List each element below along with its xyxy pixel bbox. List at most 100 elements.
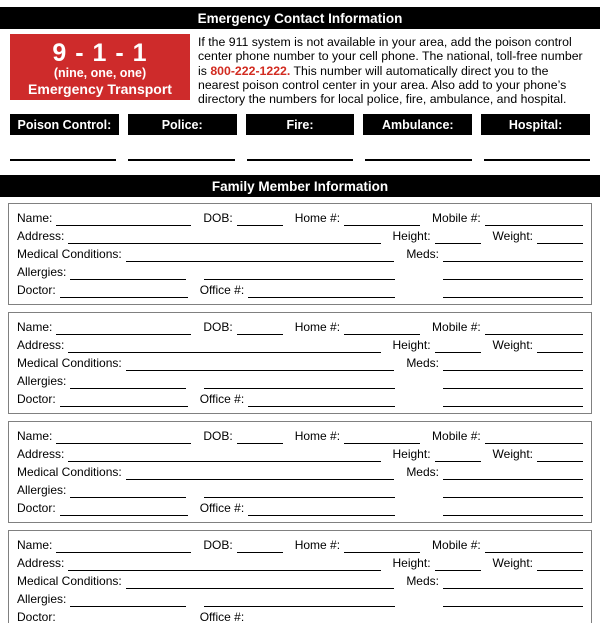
height-label: Height: bbox=[392, 447, 431, 462]
medical-conditions-label: Medical Conditions: bbox=[17, 574, 122, 589]
911-number: 9 - 1 - 1 bbox=[52, 39, 148, 67]
medical-conditions-blank-line bbox=[125, 576, 395, 590]
office-phone-label: Office #: bbox=[199, 283, 245, 298]
allergies-extra-blank-line bbox=[204, 267, 395, 281]
page-title: Emergency Contact Information bbox=[0, 7, 600, 29]
contact-label-poison-control: Poison Control: bbox=[10, 114, 119, 136]
dob-label: DOB: bbox=[203, 211, 233, 226]
weight-label: Weight: bbox=[492, 556, 533, 571]
dob-blank-line bbox=[236, 322, 283, 336]
hospital-blank-line bbox=[483, 159, 591, 162]
911-callout-box: 9 - 1 - 1 (nine, one, one) Emergency Tra… bbox=[10, 34, 190, 114]
mobile-phone-label: Mobile #: bbox=[432, 538, 481, 553]
poison-control-phone-number: 800-222-1222. bbox=[210, 63, 291, 78]
medical-conditions-blank-line bbox=[125, 249, 395, 263]
contact-label-ambulance: Ambulance: bbox=[363, 114, 473, 136]
doctor-label: Doctor: bbox=[17, 392, 56, 407]
emergency-contacts-blank-row bbox=[10, 159, 591, 162]
allergies-extra-blank-line bbox=[204, 485, 395, 499]
home-phone-label: Home #: bbox=[294, 320, 341, 335]
weight-blank-line bbox=[537, 558, 583, 572]
height-label: Height: bbox=[392, 338, 431, 353]
top-section: 9 - 1 - 1 (nine, one, one) Emergency Tra… bbox=[10, 34, 592, 114]
card-row-address: Address: Height: Weight: bbox=[17, 335, 583, 354]
height-blank-line bbox=[434, 449, 481, 463]
doctor-blank-line bbox=[59, 394, 188, 408]
mobile-phone-label: Mobile #: bbox=[432, 320, 481, 335]
address-blank-line bbox=[68, 449, 381, 463]
mobile-phone-blank-line bbox=[484, 213, 583, 227]
meds-extra-blank-line bbox=[443, 485, 583, 499]
height-blank-line bbox=[434, 558, 481, 572]
dob-label: DOB: bbox=[203, 320, 233, 335]
dob-blank-line bbox=[236, 540, 283, 554]
meds-blank-line bbox=[443, 358, 583, 372]
family-member-card: Name: DOB: Home #: Mobile #: Address: He… bbox=[8, 530, 592, 623]
name-blank-line bbox=[56, 213, 192, 227]
meds-blank-line bbox=[443, 576, 583, 590]
medical-conditions-label: Medical Conditions: bbox=[17, 465, 122, 480]
mobile-phone-label: Mobile #: bbox=[432, 429, 481, 444]
family-member-card: Name: DOB: Home #: Mobile #: Address: He… bbox=[8, 203, 592, 306]
meds-label: Meds: bbox=[406, 356, 439, 371]
medical-conditions-label: Medical Conditions: bbox=[17, 356, 122, 371]
dob-blank-line bbox=[236, 431, 283, 445]
medical-conditions-blank-line bbox=[125, 467, 395, 481]
doctor-label: Doctor: bbox=[17, 283, 56, 298]
card-row-medical: Medical Conditions: Meds: bbox=[17, 353, 583, 372]
meds-extra-blank-line bbox=[443, 376, 583, 390]
office-phone-label: Office #: bbox=[199, 501, 245, 516]
allergies-blank-line bbox=[70, 485, 187, 499]
contact-label-hospital: Hospital: bbox=[481, 114, 590, 136]
height-blank-line bbox=[434, 340, 481, 354]
name-label: Name: bbox=[17, 538, 53, 553]
card-row-name: Name: DOB: Home #: Mobile #: bbox=[17, 535, 583, 554]
card-row-name: Name: DOB: Home #: Mobile #: bbox=[17, 426, 583, 445]
weight-blank-line bbox=[537, 231, 583, 245]
police-blank-line bbox=[128, 159, 235, 162]
office-phone-blank-line bbox=[248, 285, 395, 299]
card-row-doctor: Doctor: Office #: bbox=[17, 280, 583, 299]
weight-blank-line bbox=[537, 340, 583, 354]
weight-label: Weight: bbox=[492, 338, 533, 353]
allergies-blank-line bbox=[70, 376, 187, 390]
dob-label: DOB: bbox=[203, 429, 233, 444]
card-row-allergies: Allergies: bbox=[17, 371, 583, 390]
ambulance-blank-line bbox=[365, 159, 472, 162]
intro-text-after: This number will automatically direct yo… bbox=[198, 63, 567, 107]
intro-text-before: If the 911 system is not available in yo… bbox=[198, 35, 583, 78]
home-phone-blank-line bbox=[344, 213, 421, 227]
office-phone-blank-line bbox=[248, 394, 395, 408]
name-blank-line bbox=[56, 322, 192, 336]
office-phone-blank-line bbox=[248, 503, 395, 517]
mobile-phone-label: Mobile #: bbox=[432, 211, 481, 226]
doctor-blank-line bbox=[60, 612, 188, 623]
weight-label: Weight: bbox=[492, 447, 533, 462]
doctor-blank-line bbox=[59, 503, 188, 517]
card-row-medical: Medical Conditions: Meds: bbox=[17, 571, 583, 590]
911-pronunciation: (nine, one, one) bbox=[53, 66, 147, 80]
allergies-blank-line bbox=[70, 267, 187, 281]
name-label: Name: bbox=[17, 211, 53, 226]
medical-conditions-label: Medical Conditions: bbox=[17, 247, 122, 262]
meds-extra-blank-line-2 bbox=[443, 612, 583, 623]
doctor-label: Doctor: bbox=[17, 610, 56, 623]
home-phone-blank-line bbox=[344, 431, 421, 445]
allergies-label: Allergies: bbox=[17, 265, 67, 280]
card-row-allergies: Allergies: bbox=[17, 589, 583, 608]
name-blank-line bbox=[56, 540, 192, 554]
allergies-extra-blank-line bbox=[204, 376, 395, 390]
height-blank-line bbox=[434, 231, 481, 245]
address-blank-line bbox=[68, 340, 381, 354]
card-row-doctor: Doctor: Office #: bbox=[17, 389, 583, 408]
card-row-address: Address: Height: Weight: bbox=[17, 226, 583, 245]
card-row-name: Name: DOB: Home #: Mobile #: bbox=[17, 208, 583, 227]
family-member-cards: Name: DOB: Home #: Mobile #: Address: He… bbox=[0, 203, 600, 623]
allergies-label: Allergies: bbox=[17, 374, 67, 389]
meds-extra-blank-line-2 bbox=[443, 503, 583, 517]
emergency-contacts-label-row: Poison Control: Police: Fire: Ambulance:… bbox=[10, 114, 590, 136]
contact-label-police: Police: bbox=[127, 114, 237, 136]
card-row-allergies: Allergies: bbox=[17, 262, 583, 281]
address-blank-line bbox=[68, 231, 381, 245]
